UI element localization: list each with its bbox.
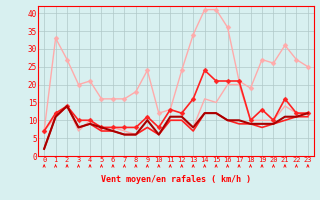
X-axis label: Vent moyen/en rafales ( km/h ): Vent moyen/en rafales ( km/h ) bbox=[101, 174, 251, 184]
